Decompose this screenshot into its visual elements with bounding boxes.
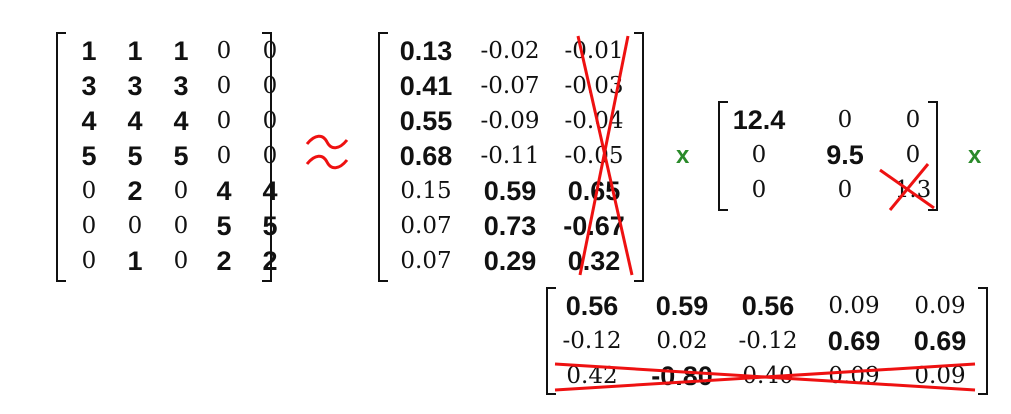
matrix-u-cell: 0.07: [400, 213, 452, 239]
matrix-a-cell: 4: [81, 106, 97, 136]
matrix-u-cell: 0.13: [399, 36, 453, 66]
matrix-a-cell: 2: [127, 176, 143, 206]
matrix-v-cell: -0.80: [651, 361, 713, 391]
matrix-s-cell: 1.3: [894, 177, 932, 203]
matrix-a-right-bracket: [262, 32, 272, 282]
matrix-v-cell: 0.09: [828, 293, 880, 319]
matrix-a-cell: 2: [262, 246, 278, 276]
matrix-s-cell: 0: [837, 107, 853, 133]
matrix-u-cell: 0.29: [483, 246, 537, 276]
matrix-a-cell: 0: [262, 73, 278, 99]
matrix-u-cell: 0.32: [567, 246, 621, 276]
matrix-u-cell: -0.03: [564, 73, 624, 99]
matrix-u-left-bracket: [378, 32, 388, 282]
matrix-a-cell: 0: [127, 213, 143, 239]
matrix-u-cell: -0.05: [564, 143, 624, 169]
matrix-a-cell: 0: [262, 143, 278, 169]
matrix-a-cell: 1: [127, 36, 143, 66]
matrix-vt: 0.56 0.59 0.56 0.09 0.09 -0.12 0.02 -0.12 0.69 0.…: [546, 287, 988, 395]
matrix-s: 12.4 0 0 0 9.5 0 0 0 1.3: [718, 101, 938, 211]
matrix-v-cell: 0.02: [656, 328, 708, 354]
matrix-a-cell: 4: [173, 106, 189, 136]
matrix-v-cell: -0.12: [562, 328, 622, 354]
matrix-a-cell: 3: [81, 71, 97, 101]
matrix-u-cell: 0.07: [400, 248, 452, 274]
multiply-sign-1: x: [676, 142, 690, 169]
matrix-a-cell: 0: [216, 143, 232, 169]
matrix-u-cell: -0.09: [480, 108, 540, 134]
matrix-u-cell: 0.73: [483, 211, 537, 241]
matrix-v-cell: 0.42: [566, 363, 618, 389]
matrix-a-cell: 3: [173, 71, 189, 101]
matrix-u-cell: -0.07: [480, 73, 540, 99]
matrix-v-cell: 0.59: [655, 291, 709, 321]
matrix-u-right-bracket: [634, 32, 644, 282]
matrix-vt-right-bracket: [978, 287, 988, 395]
matrix-a-cell: 3: [127, 71, 143, 101]
matrix-s-cell: 0: [905, 107, 921, 133]
matrix-s-cell: 0: [905, 142, 921, 168]
matrix-s-cell: 0: [837, 177, 853, 203]
matrix-a-cell: 0: [81, 248, 97, 274]
matrix-u-cell: 0.55: [399, 106, 453, 136]
approx-symbol: [303, 128, 351, 178]
matrix-a-cell: 0: [262, 108, 278, 134]
matrix-a-cell: 5: [262, 211, 278, 241]
matrix-a-cell: 0: [81, 178, 97, 204]
matrix-a-cell: 5: [127, 141, 143, 171]
matrix-u-cell: 0.65: [567, 176, 621, 206]
matrix-a-cell: 1: [81, 36, 97, 66]
matrix-v-cell: 0.09: [914, 293, 966, 319]
matrix-a-cell: 5: [216, 211, 232, 241]
matrix-a-cell: 4: [216, 176, 232, 206]
matrix-u-cell: 0.59: [483, 176, 537, 206]
matrix-s-cell: 12.4: [732, 105, 786, 135]
matrix-v-cell: 0.56: [565, 291, 619, 321]
matrix-v-cell: 0.56: [741, 291, 795, 321]
matrix-s-cell: 0: [751, 177, 767, 203]
matrix-vt-left-bracket: [546, 287, 556, 395]
matrix-a-cell: 0: [216, 73, 232, 99]
matrix-u-cell: -0.04: [564, 108, 624, 134]
matrix-u-cell: -0.11: [480, 143, 540, 169]
matrix-u-cell: 0.68: [399, 141, 453, 171]
matrix-a-cell: 4: [127, 106, 143, 136]
matrix-v-cell: 0.69: [913, 326, 967, 356]
matrix-a-cell: 2: [216, 246, 232, 276]
matrix-v-cell: 0.69: [827, 326, 881, 356]
matrix-a-cell: 0: [262, 38, 278, 64]
matrix-a-cell: 0: [216, 108, 232, 134]
matrix-a-cell: 4: [262, 176, 278, 206]
matrix-a-cell: 0: [173, 213, 189, 239]
matrix-u-cell: 0.15: [400, 178, 452, 204]
matrix-u-cell: -0.02: [480, 38, 540, 64]
matrix-a-cell: 5: [81, 141, 97, 171]
matrix-s-cell: 0: [751, 142, 767, 168]
matrix-v-cell: 0.09: [828, 363, 880, 389]
matrix-u-cell: 0.41: [399, 71, 453, 101]
matrix-a-cell: 0: [216, 38, 232, 64]
matrix-s-left-bracket: [718, 101, 728, 211]
matrix-s-cell: 9.5: [826, 140, 864, 170]
matrix-a-cell: 0: [173, 178, 189, 204]
matrix-a-cell: 1: [127, 246, 143, 276]
matrix-v-cell: -0.12: [738, 328, 798, 354]
matrix-v-cell: 0.09: [914, 363, 966, 389]
matrix-a-cell: 0: [81, 213, 97, 239]
matrix-u: 0.13 -0.02 -0.01 0.41 -0.07 -0.03 0.55 -0.09 -0.…: [378, 32, 644, 282]
matrix-u-cell: -0.67: [563, 211, 625, 241]
multiply-sign-2: x: [968, 142, 982, 169]
matrix-a-cell: 5: [173, 141, 189, 171]
matrix-a-cell: 0: [173, 248, 189, 274]
matrix-a-left-bracket: [56, 32, 66, 282]
matrix-u-cell: -0.01: [564, 38, 624, 64]
matrix-a-cell: 1: [173, 36, 189, 66]
matrix-s-right-bracket: [928, 101, 938, 211]
matrix-v-cell: 0.40: [742, 363, 794, 389]
